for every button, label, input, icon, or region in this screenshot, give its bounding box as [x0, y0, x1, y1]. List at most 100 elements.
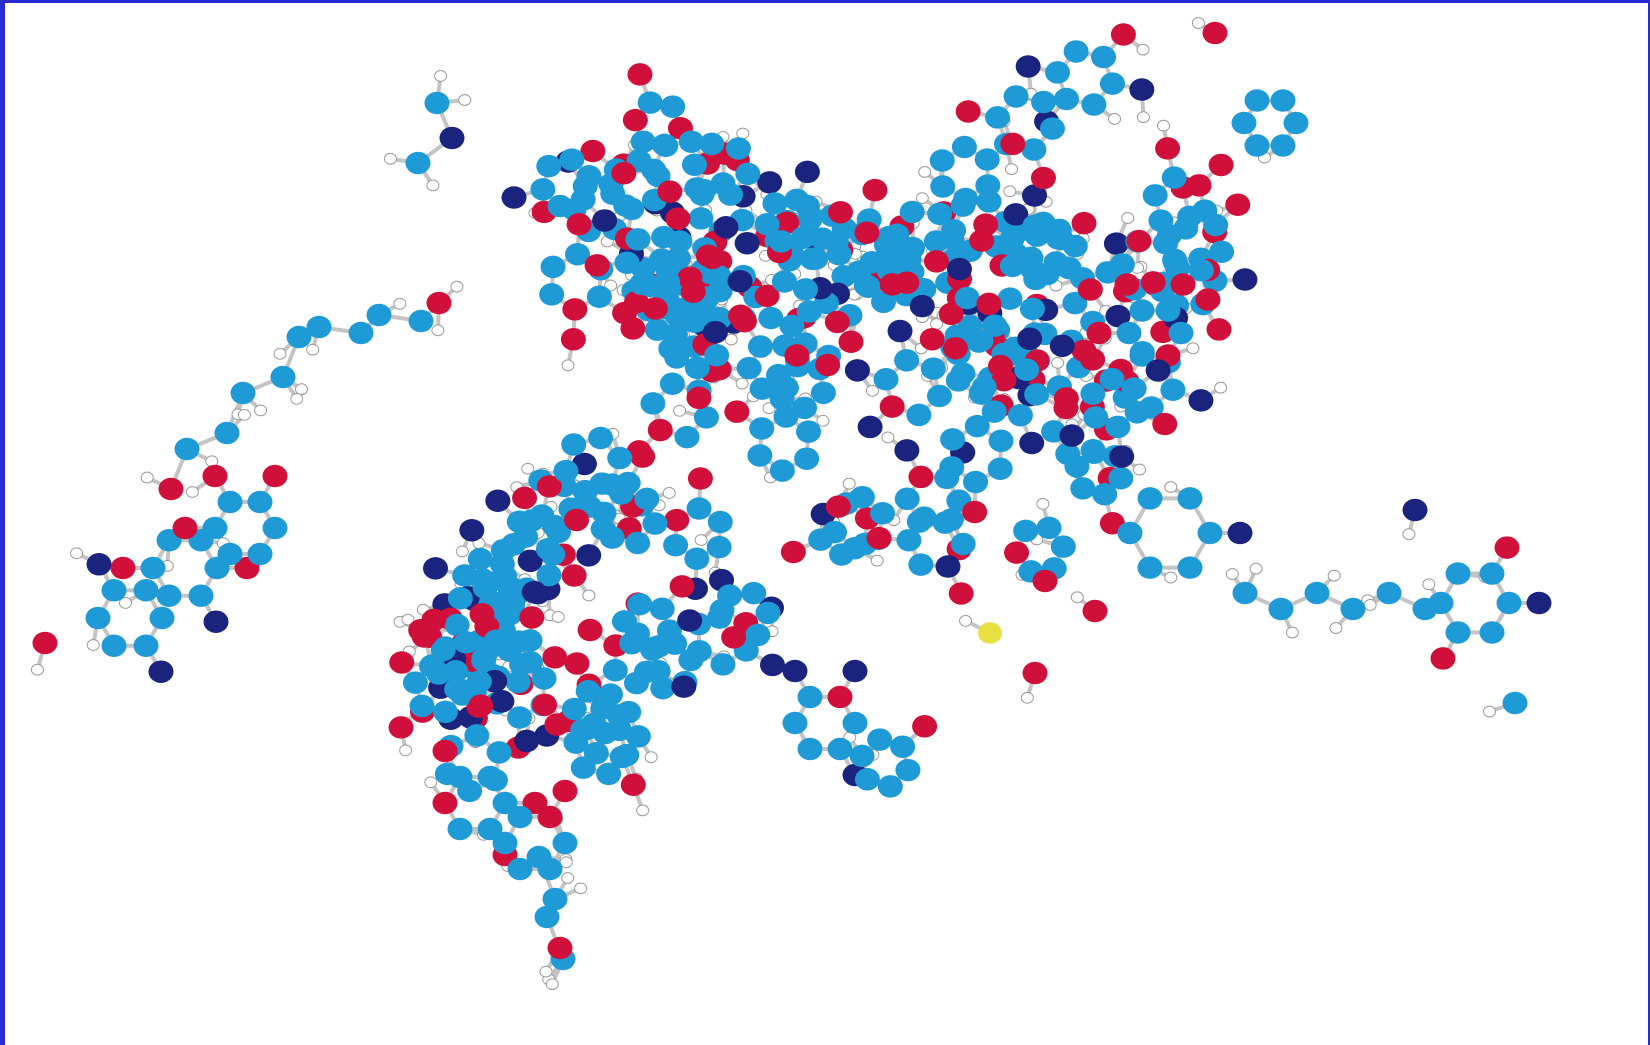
oxygen-atom [519, 606, 545, 629]
nitrogen-atom [857, 415, 883, 439]
carbon-atom [483, 629, 509, 653]
hydrogen-atom [254, 404, 268, 417]
hydrogen-atom [551, 611, 565, 623]
carbon-atom [286, 325, 312, 349]
carbon-atom [247, 490, 273, 514]
carbon-atom [939, 456, 965, 479]
hydrogen-atom [434, 70, 448, 82]
carbon-atom [896, 528, 922, 552]
carbon-atom [1124, 401, 1150, 424]
carbon-atom [873, 368, 899, 391]
carbon-atom [572, 479, 598, 503]
hydrogen-atom [1249, 562, 1263, 575]
nitrogen-atom [1109, 445, 1135, 468]
carbon-atom [1376, 581, 1402, 605]
oxygen-atom [955, 100, 981, 123]
hydrogen-atom [1121, 212, 1135, 224]
hydrogen-atom [539, 965, 553, 978]
carbon-atom [769, 459, 795, 482]
carbon-atom [1129, 299, 1155, 322]
carbon-atom [682, 310, 708, 333]
carbon-atom [452, 564, 478, 587]
oxygen-atom [665, 207, 691, 230]
carbon-atom [1445, 621, 1471, 644]
carbon-atom [1024, 383, 1050, 406]
oxygen-atom [620, 773, 646, 797]
carbon-atom [686, 639, 712, 663]
carbon-atom [1021, 138, 1047, 161]
oxygen-atom [468, 694, 494, 717]
hydrogen-atom [458, 94, 472, 106]
oxygen-atom [664, 508, 690, 532]
oxygen-atom [560, 328, 586, 351]
oxygen-atom [879, 395, 905, 418]
carbon-atom [1168, 321, 1194, 345]
carbon-atom [1283, 111, 1309, 135]
oxygen-atom [537, 805, 563, 829]
hydrogen-atom [1422, 578, 1436, 591]
oxygen-atom [512, 486, 538, 510]
oxygen-atom [1202, 21, 1228, 45]
carbon-atom [798, 205, 824, 229]
carbon-atom [570, 188, 596, 211]
carbon-atom [637, 91, 663, 114]
hydrogen-atom [735, 377, 749, 390]
nitrogen-atom [1019, 431, 1045, 455]
nitrogen-atom [521, 580, 547, 604]
nitrogen-atom [501, 186, 527, 209]
carbon-atom [665, 247, 691, 270]
hydrogen-atom [561, 872, 575, 884]
carbon-atom [659, 372, 685, 395]
hydrogen-atom [724, 333, 738, 346]
carbon-atom [590, 697, 616, 720]
carbon-atom [688, 207, 714, 230]
hydrogen-atom [1363, 599, 1377, 611]
nitrogen-atom [935, 555, 961, 578]
oxygen-atom [432, 791, 458, 815]
oxygen-atom [388, 716, 414, 739]
carbon-atom [735, 162, 761, 186]
carbon-atom [1177, 487, 1203, 510]
carbon-atom [600, 182, 626, 206]
carbon-atom [270, 365, 296, 389]
carbon-atom [725, 137, 751, 160]
nitrogen-atom [489, 690, 515, 713]
hydrogen-atom [842, 477, 856, 490]
carbon-atom [1031, 90, 1057, 114]
carbon-atom [929, 149, 955, 172]
oxygen-atom [561, 564, 587, 587]
carbon-atom [588, 426, 614, 450]
nitrogen-atom [844, 359, 870, 382]
carbon-atom [794, 447, 820, 470]
carbon-atom [686, 497, 712, 520]
carbon-atom [762, 192, 788, 215]
carbon-atom [1340, 597, 1366, 621]
oxygen-atom [987, 354, 1013, 378]
carbon-atom [101, 579, 127, 602]
oxygen-atom [562, 298, 588, 321]
carbon-atom [609, 745, 635, 769]
carbon-atom [348, 321, 374, 345]
carbon-atom [717, 584, 743, 607]
carbon-atom [1117, 521, 1143, 545]
hydrogen-atom [401, 613, 415, 626]
carbon-atom [911, 506, 937, 529]
oxygen-atom [469, 603, 495, 626]
carbon-atom [529, 504, 555, 527]
carbon-atom [453, 631, 479, 654]
carbon-atom [449, 683, 475, 706]
carbon-atom [1244, 134, 1270, 157]
carbon-atom [771, 270, 797, 293]
oxygen-atom [1206, 318, 1232, 341]
oxygen-atom [542, 646, 568, 669]
carbon-atom [1046, 254, 1072, 277]
carbon-atom [611, 610, 637, 633]
carbon-atom [1197, 521, 1223, 545]
carbon-atom [1162, 250, 1188, 274]
carbon-atom [466, 670, 492, 693]
carbon-atom [940, 428, 966, 451]
carbon-atom [492, 831, 518, 855]
oxygen-atom [566, 213, 592, 236]
carbon-atom [796, 300, 822, 323]
carbon-atom [867, 728, 893, 751]
